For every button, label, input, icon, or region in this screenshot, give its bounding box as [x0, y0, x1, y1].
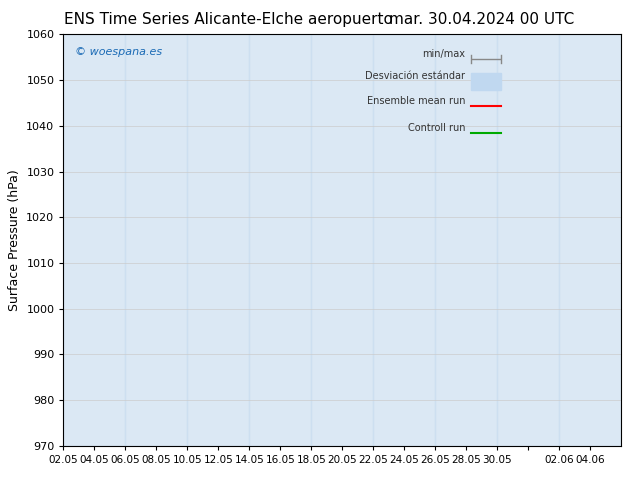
- Bar: [470, 74, 501, 90]
- Bar: [63, 34, 126, 446]
- Bar: [311, 34, 373, 446]
- Bar: [126, 34, 188, 446]
- Y-axis label: Surface Pressure (hPa): Surface Pressure (hPa): [8, 169, 21, 311]
- Bar: [497, 34, 559, 446]
- Text: Ensemble mean run: Ensemble mean run: [366, 96, 465, 106]
- Bar: [559, 34, 621, 446]
- Text: © woespana.es: © woespana.es: [75, 47, 162, 57]
- Bar: [373, 34, 436, 446]
- Bar: [249, 34, 311, 446]
- Text: mar. 30.04.2024 00 UTC: mar. 30.04.2024 00 UTC: [389, 12, 574, 27]
- Text: Controll run: Controll run: [408, 123, 465, 133]
- Text: min/max: min/max: [422, 49, 465, 59]
- Text: ENS Time Series Alicante-Elche aeropuerto: ENS Time Series Alicante-Elche aeropuert…: [64, 12, 392, 27]
- Bar: [188, 34, 249, 446]
- Bar: [436, 34, 497, 446]
- Text: Desviación estándar: Desviación estándar: [365, 72, 465, 81]
